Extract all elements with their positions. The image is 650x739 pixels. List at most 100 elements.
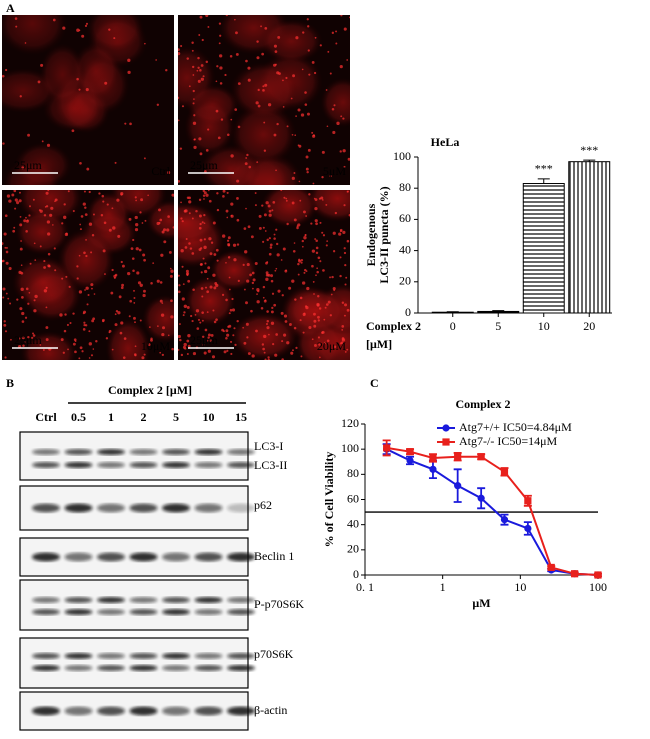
puncta: [322, 199, 324, 201]
puncta: [270, 321, 275, 325]
puncta: [265, 273, 269, 277]
puncta: [275, 242, 279, 246]
puncta: [319, 221, 322, 224]
puncta: [170, 299, 173, 303]
puncta: [273, 44, 277, 48]
puncta: [28, 291, 31, 294]
puncta: [134, 345, 137, 348]
puncta: [186, 57, 190, 60]
puncta: [213, 320, 217, 324]
puncta: [7, 297, 10, 300]
puncta: [301, 239, 304, 243]
puncta: [217, 136, 221, 140]
puncta: [315, 251, 319, 255]
puncta: [300, 355, 303, 358]
puncta: [157, 325, 159, 327]
blot-band: [162, 665, 190, 671]
puncta: [42, 349, 45, 351]
puncta: [308, 325, 312, 330]
puncta: [83, 310, 87, 314]
blot-band: [227, 462, 255, 468]
puncta: [158, 208, 161, 212]
puncta: [266, 310, 269, 313]
puncta: [288, 286, 292, 290]
puncta: [254, 262, 258, 266]
puncta: [133, 297, 136, 299]
puncta: [251, 281, 255, 285]
puncta: [266, 326, 270, 330]
puncta: [100, 213, 104, 217]
puncta: [295, 346, 298, 350]
puncta: [206, 277, 209, 280]
blot-band: [32, 706, 60, 716]
puncta: [232, 243, 237, 247]
puncta: [180, 249, 184, 253]
blot-band: [194, 462, 223, 468]
puncta: [225, 209, 229, 213]
puncta: [305, 270, 308, 273]
puncta: [335, 30, 338, 33]
puncta: [78, 290, 83, 294]
puncta: [133, 316, 136, 320]
y-axis-label: LC3-II puncta (%): [377, 186, 391, 283]
blot-band: [64, 665, 93, 671]
puncta: [303, 210, 306, 214]
puncta: [293, 172, 296, 174]
cell: [259, 19, 323, 64]
puncta: [291, 279, 295, 283]
puncta: [186, 274, 189, 277]
puncta: [180, 353, 184, 357]
puncta: [340, 115, 343, 118]
puncta: [272, 201, 276, 204]
puncta: [345, 276, 348, 279]
series-line: [386, 446, 599, 576]
puncta: [245, 207, 247, 210]
puncta: [150, 338, 153, 342]
puncta: [300, 261, 303, 264]
puncta: [4, 246, 7, 249]
puncta: [29, 262, 32, 265]
puncta: [202, 75, 205, 78]
puncta: [197, 79, 201, 83]
puncta: [291, 133, 294, 136]
puncta: [114, 161, 117, 164]
puncta: [226, 349, 229, 352]
blot-band: [194, 653, 223, 659]
puncta: [127, 271, 131, 276]
puncta: [256, 56, 260, 60]
puncta: [207, 336, 210, 339]
puncta: [315, 222, 318, 226]
blot-band: [162, 706, 190, 716]
puncta: [8, 199, 12, 203]
data-point: [406, 448, 414, 456]
puncta: [182, 283, 185, 286]
cell: [184, 275, 236, 327]
puncta: [312, 281, 315, 283]
puncta: [247, 66, 251, 70]
puncta: [183, 304, 188, 308]
puncta: [207, 190, 210, 192]
puncta: [88, 330, 91, 333]
puncta: [325, 244, 328, 247]
cell: [200, 144, 261, 185]
blot-band: [162, 552, 190, 562]
puncta: [166, 228, 170, 232]
puncta: [108, 228, 112, 232]
puncta: [134, 227, 139, 232]
puncta: [235, 31, 238, 35]
puncta: [76, 28, 80, 32]
puncta: [265, 271, 269, 275]
puncta: [79, 161, 82, 165]
puncta: [192, 121, 197, 125]
puncta: [280, 259, 283, 261]
puncta: [92, 213, 95, 216]
puncta: [266, 238, 269, 242]
puncta: [298, 259, 302, 263]
puncta: [246, 153, 249, 157]
puncta: [258, 214, 262, 218]
y-tick-label: 40: [399, 242, 411, 256]
puncta: [329, 314, 332, 317]
puncta: [20, 271, 24, 275]
puncta: [193, 98, 195, 100]
puncta: [63, 215, 67, 220]
